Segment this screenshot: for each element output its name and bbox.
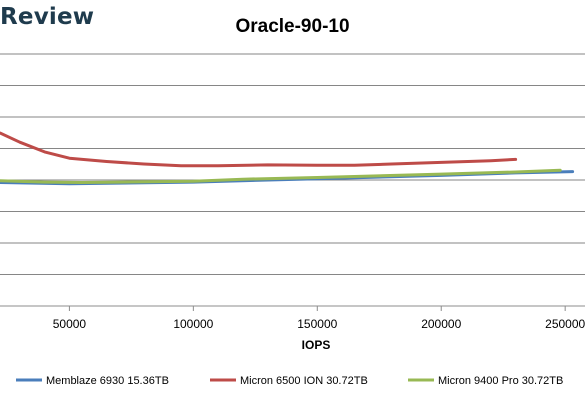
x-axis-label: IOPS: [302, 338, 331, 352]
legend: Memblaze 6930 15.36TB Micron 6500 ION 30.…: [16, 375, 563, 387]
x-tick-label: 200000: [421, 317, 461, 331]
legend-label-1: Memblaze 6930 15.36TB: [46, 375, 169, 387]
legend-label-2: Micron 6500 ION 30.72TB: [240, 375, 368, 387]
x-tick-label: 50000: [53, 317, 87, 331]
x-tick-label: 100000: [173, 317, 213, 331]
series-line-2: [0, 131, 518, 168]
x-tick-labels: 50000 100000 150000 200000 250000: [53, 306, 585, 331]
x-tick-label: 250000: [545, 317, 585, 331]
series-line-3: [0, 168, 562, 184]
brand-logo-text: Review: [0, 4, 95, 30]
x-tick-label: 150000: [297, 317, 337, 331]
gridlines: [0, 53, 585, 307]
legend-label-3: Micron 9400 Pro 30.72TB: [438, 375, 563, 387]
series-lines: [0, 131, 575, 186]
chart-title: Oracle-90-10: [235, 16, 350, 37]
